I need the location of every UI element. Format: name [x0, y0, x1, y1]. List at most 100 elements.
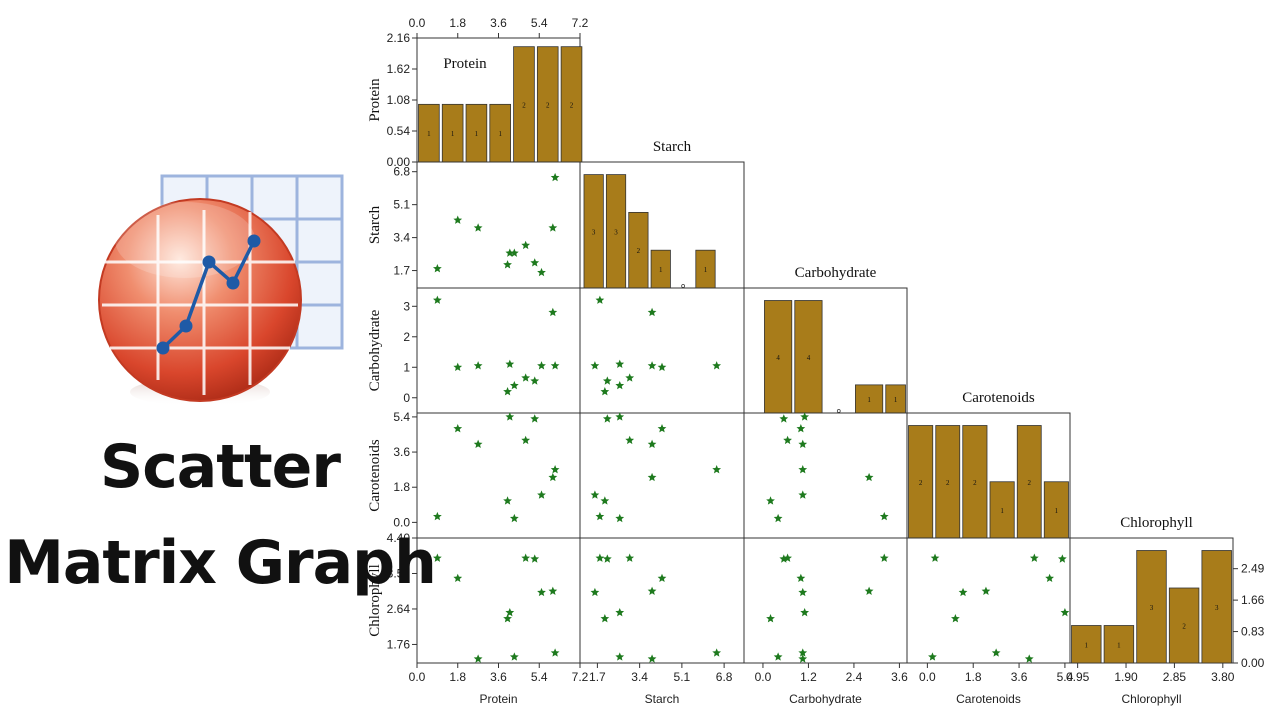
- scatter-point: [595, 295, 605, 304]
- scatter-point: [548, 472, 558, 482]
- hist-bar-label: 1: [1085, 641, 1089, 649]
- scatter-point: [537, 361, 546, 370]
- scatter-point: [779, 414, 789, 423]
- scatter-point: [615, 513, 625, 523]
- hist-bar-label: 1: [451, 130, 455, 138]
- scatter-point: [647, 361, 657, 370]
- scatter-point: [798, 654, 808, 663]
- y-tick-label: 0.00: [387, 155, 411, 169]
- scatter-point: [864, 586, 874, 595]
- hist-bar: [1168, 587, 1200, 664]
- scatter-point: [530, 414, 540, 423]
- top-x-tick-label: 5.4: [531, 16, 548, 30]
- x-tick-label: 5.4: [1057, 670, 1074, 684]
- y-tick-label: 1.8: [393, 480, 410, 494]
- y-tick-label: 1.76: [387, 637, 411, 651]
- x-tick-label: 0.0: [755, 670, 772, 684]
- panel-carbohydrate-protein: [416, 287, 581, 414]
- panel-carotenoids-protein: [416, 412, 581, 539]
- hist-bar: [794, 300, 823, 414]
- scatter-point: [473, 223, 483, 232]
- y-axis-label-starch: Starch: [367, 205, 383, 244]
- x-axis-label-carotenoids: Carotenoids: [956, 692, 1021, 706]
- panel-carotenoids-starch: [579, 412, 745, 539]
- hist-bar-label: 1: [894, 396, 898, 404]
- hist-bar-label: 1: [659, 266, 663, 274]
- hist-bar: [836, 409, 841, 413]
- scatter-point: [595, 553, 605, 562]
- hist-bar-label: 2: [546, 101, 550, 109]
- scatter-point: [615, 359, 625, 368]
- scatter-point: [548, 223, 558, 232]
- scatter-point: [602, 414, 612, 423]
- scatter-point: [798, 490, 808, 499]
- scatter-point: [1045, 573, 1054, 583]
- scatter-point: [1024, 654, 1034, 663]
- panel-chlorophyll-starch: [579, 537, 745, 664]
- scatter-point: [798, 439, 808, 448]
- hist-bar: [1043, 481, 1069, 539]
- scatter-point: [800, 412, 810, 421]
- diag-label-chlorophyll: Chlorophyll: [1120, 515, 1193, 531]
- scatter-point: [951, 614, 960, 623]
- scatter-point: [773, 652, 783, 661]
- hist-bar: [908, 425, 934, 539]
- y-tick-label: 2.64: [387, 602, 411, 616]
- hist-bar-label: 3: [614, 228, 618, 236]
- scatter-point: [521, 553, 531, 562]
- top-x-tick-label: 7.2: [572, 16, 589, 30]
- x-tick-label: 1.8: [449, 670, 466, 684]
- x-tick-label: 5.1: [674, 670, 691, 684]
- top-x-tick-label: 0.0: [409, 16, 426, 30]
- scatter-point: [766, 614, 775, 623]
- scatter-point: [509, 248, 519, 257]
- scatter-point: [595, 511, 605, 521]
- scatter-graph-icon: [98, 174, 344, 406]
- hist-bar: [1103, 625, 1135, 664]
- scatter-point: [647, 307, 657, 317]
- x-tick-label: 6.8: [716, 670, 733, 684]
- y-tick-label: 0.0: [393, 515, 410, 529]
- scatter-point: [548, 586, 558, 595]
- hist-bar-label: 2: [946, 479, 950, 487]
- y-tick-label: 3: [403, 299, 410, 313]
- hist-bar-label: 1: [498, 130, 502, 138]
- scatter-point: [537, 267, 546, 277]
- top-x-tick-label: 1.8: [449, 16, 466, 30]
- scatter-point: [509, 652, 519, 661]
- hist-bar-label: 1: [704, 266, 708, 274]
- scatter-point: [928, 652, 937, 661]
- right-y-tick-label: 0.83: [1241, 625, 1265, 639]
- scatter-point: [625, 435, 635, 445]
- scatter-point: [991, 648, 1001, 657]
- hist-bar: [1136, 550, 1167, 664]
- scatter-point: [473, 439, 483, 448]
- scatter-point: [590, 490, 600, 499]
- scatter-point: [503, 260, 512, 269]
- scatter-point: [796, 424, 806, 433]
- y-tick-label: 1.08: [387, 93, 411, 107]
- y-tick-label: 5.4: [393, 410, 410, 424]
- scatter-point: [615, 380, 625, 390]
- scatter-point: [657, 573, 667, 583]
- hist-bar-label: 1: [427, 130, 431, 138]
- page-title-line1: Scatter: [100, 432, 341, 502]
- scatter-point: [600, 387, 610, 396]
- right-y-tick-label: 1.66: [1241, 593, 1265, 607]
- x-tick-label: 2.4: [846, 670, 863, 684]
- scatter-point: [773, 513, 783, 523]
- y-tick-label: 3.4: [393, 231, 410, 245]
- x-tick-label: 3.6: [891, 670, 908, 684]
- scatter-point: [505, 608, 515, 617]
- hist-bar-label: 1: [867, 396, 871, 404]
- scatter-point: [433, 553, 442, 562]
- scatter-point: [930, 553, 940, 562]
- scatter-point: [615, 412, 625, 421]
- y-tick-label: 6.8: [393, 165, 410, 179]
- x-tick-label: 3.6: [1011, 670, 1028, 684]
- scatter-point: [712, 361, 722, 370]
- scatter-point: [625, 553, 635, 562]
- scatter-point: [864, 472, 874, 482]
- y-tick-label: 3.52: [387, 566, 411, 580]
- scatter-point: [473, 654, 483, 663]
